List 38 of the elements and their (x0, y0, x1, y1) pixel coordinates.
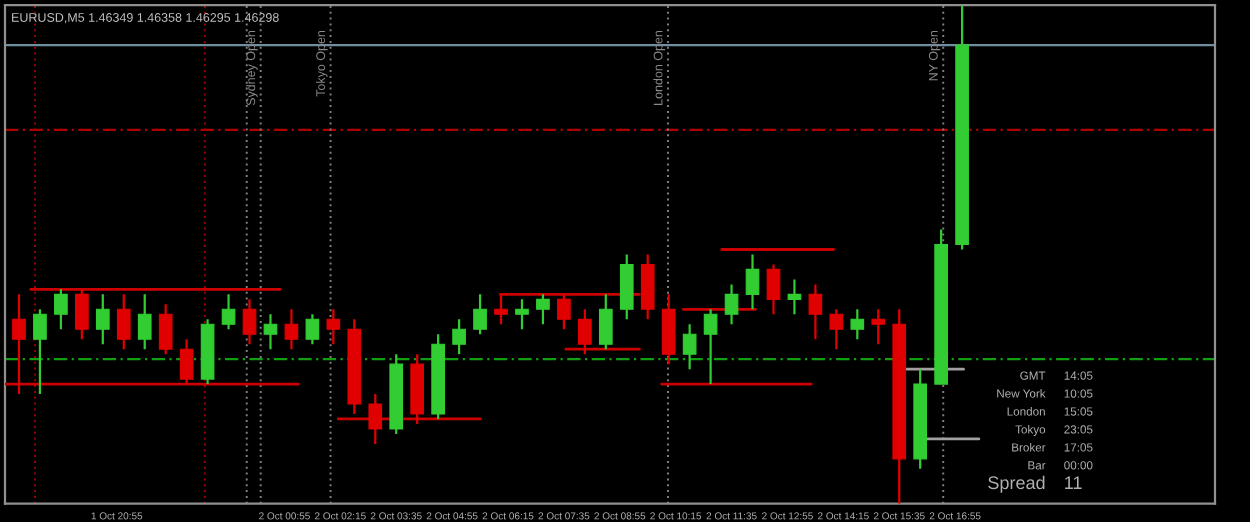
candlestick (661, 293, 676, 366)
candlestick (137, 293, 152, 351)
candlestick (452, 318, 466, 356)
candlestick (158, 303, 173, 356)
candlestick (33, 308, 47, 396)
candlestick (808, 283, 823, 341)
candlestick (54, 288, 68, 331)
candlestick (829, 308, 844, 351)
candlestick (75, 288, 89, 341)
candlestick (850, 308, 865, 341)
candlestick (473, 293, 487, 336)
candlestick (598, 293, 613, 351)
candlestick (619, 253, 634, 321)
candlestick (326, 308, 341, 346)
candlestick (703, 308, 718, 386)
candlestick (766, 263, 781, 316)
candlestick (284, 308, 299, 351)
annotation: Spread 11 (988, 475, 1082, 493)
candlestick (221, 293, 236, 331)
candlestick (515, 298, 529, 331)
candlestick (263, 313, 278, 351)
candlestick (557, 293, 571, 331)
candlestick (787, 278, 802, 316)
candlestick (179, 338, 194, 386)
candlestick (95, 293, 110, 346)
candlestick (368, 392, 383, 446)
candlestick (12, 293, 26, 396)
candlestick (242, 298, 257, 346)
candlestick (745, 253, 760, 311)
candlestick (724, 283, 739, 326)
candlestick (116, 293, 131, 351)
candlestick (305, 313, 320, 346)
candlestick (494, 293, 508, 326)
candlestick (640, 253, 655, 321)
candlestick (682, 323, 697, 371)
candlestick (578, 308, 592, 356)
candlestick (536, 293, 550, 326)
candlestick (871, 308, 886, 346)
